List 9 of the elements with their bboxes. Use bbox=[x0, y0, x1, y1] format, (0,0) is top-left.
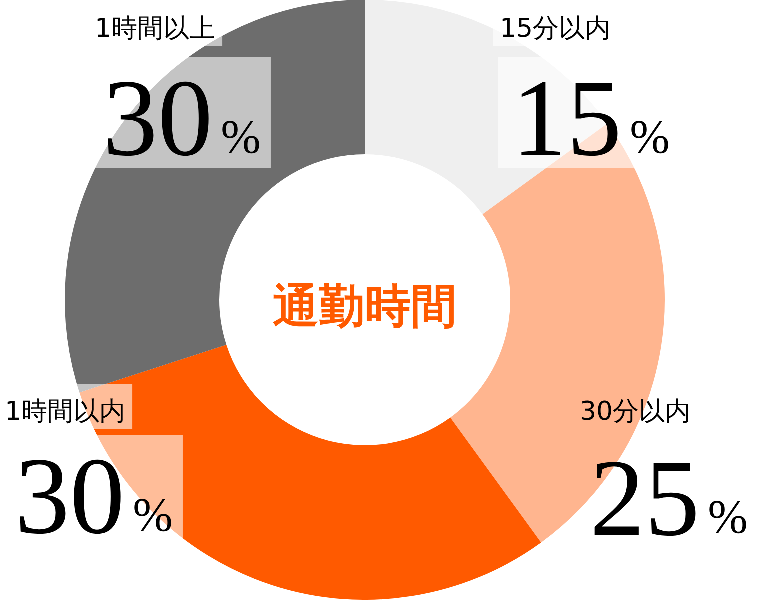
data-label: 30% bbox=[15, 435, 173, 557]
data-label: 25% bbox=[590, 437, 748, 559]
slice-label: 15分以内 bbox=[500, 14, 612, 44]
slice-label: 30分以内 bbox=[580, 397, 692, 427]
text: 通勤時間 bbox=[273, 278, 457, 333]
data-label: 30% bbox=[103, 57, 261, 179]
slice-label: 1時間以上 bbox=[95, 14, 216, 44]
data-label: 15% bbox=[512, 57, 670, 179]
slice-label: 1時間以内 bbox=[5, 397, 126, 427]
